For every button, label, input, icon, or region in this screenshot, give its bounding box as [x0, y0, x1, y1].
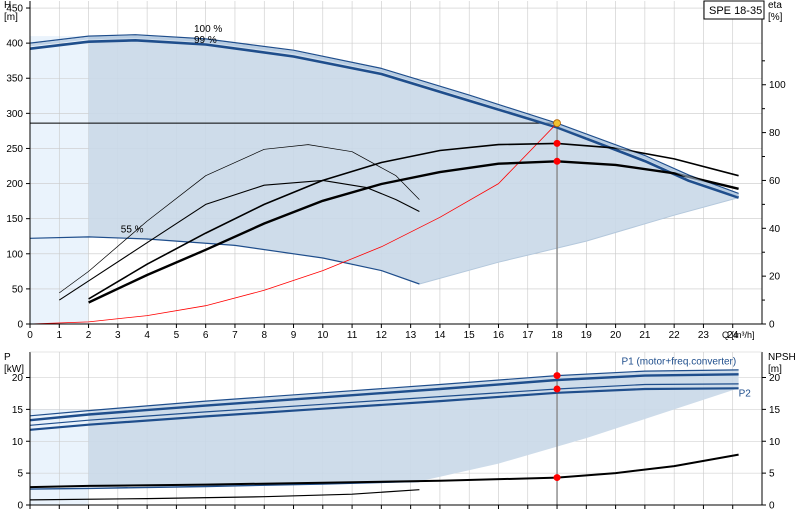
x-tick-label: 11 — [347, 330, 358, 341]
title-box: SPE 18-35 — [703, 0, 765, 20]
left-axis-title: H — [4, 0, 11, 11]
x-axis-title: Q [m³/h] — [722, 330, 755, 340]
eta-upper-marker — [553, 139, 561, 147]
left-tick-label: 200 — [6, 179, 23, 190]
x-tick-label: 5 — [174, 330, 180, 341]
curve-label: 99 % — [194, 35, 217, 46]
left-tick-label: 150 — [6, 214, 23, 225]
left-tick-label: 450 — [6, 4, 23, 15]
x-tick-label: 4 — [144, 330, 150, 341]
head-99-curve — [29, 39, 740, 199]
right-axis-unit: [%] — [768, 12, 783, 23]
x-tick-label: 23 — [698, 330, 710, 341]
x-tick-label: 2 — [86, 330, 92, 341]
left-tick-label: 5 — [17, 469, 23, 480]
x-tick-label: 6 — [203, 330, 209, 341]
x-tick-label: 15 — [464, 330, 476, 341]
region-edge — [419, 197, 739, 285]
left-tick-label: 50 — [12, 284, 24, 295]
x-tick-label: 10 — [317, 330, 329, 341]
head-curve-halo — [29, 35, 740, 197]
p1-100-curve — [29, 369, 739, 417]
right-tick-label: 15 — [769, 405, 781, 416]
x-tick-label: 0 — [27, 330, 33, 341]
left-tick-label: 350 — [6, 74, 23, 85]
left-axis-unit: [kW] — [4, 364, 24, 375]
x-tick-label: 7 — [232, 330, 238, 341]
system-curve — [29, 122, 558, 325]
x-tick-label: 19 — [581, 330, 593, 341]
x-tick-label: 24 — [727, 330, 739, 341]
left-tick-label: 250 — [6, 144, 23, 155]
right-axis-unit: [m] — [768, 364, 782, 375]
left-tick-label: 0 — [17, 501, 23, 512]
eta-55-curve — [58, 179, 420, 301]
x-tick-label: 12 — [376, 330, 388, 341]
right-tick-label: 0 — [769, 501, 775, 512]
eta-99-curve — [88, 160, 739, 304]
right-tick-label: 0 — [769, 320, 775, 331]
duty-point-marker — [553, 119, 561, 128]
left-tick-label: 400 — [6, 39, 23, 50]
curve-label: 55 % — [121, 225, 144, 236]
x-tick-label: 22 — [669, 330, 681, 341]
right-axis-title: eta — [768, 0, 782, 11]
p2-100-curve — [29, 383, 739, 426]
x-tick-label: 17 — [522, 330, 534, 341]
right-tick-label: 100 — [769, 80, 786, 91]
p1-marker — [553, 372, 561, 380]
left-tick-label: 0 — [17, 320, 23, 331]
curve-label: 100 % — [194, 24, 222, 35]
bottom-panel: P1 (motor+freq.converter)P20510152005101… — [4, 351, 796, 512]
right-tick-label: 20 — [769, 272, 781, 283]
x-tick-label: 9 — [291, 330, 297, 341]
x-tick-label: 3 — [115, 330, 121, 341]
left-axis-unit: [m] — [4, 12, 18, 23]
x-tick-label: 13 — [405, 330, 417, 341]
right-tick-label: 40 — [769, 224, 781, 235]
left-tick-label: 15 — [12, 405, 24, 416]
x-tick-label: 8 — [261, 330, 267, 341]
right-tick-label: 20 — [769, 373, 781, 384]
operating-region — [88, 369, 739, 488]
operating-region — [88, 34, 739, 285]
right-tick-label: 80 — [769, 128, 781, 139]
x-tick-label: 16 — [493, 330, 505, 341]
right-tick-label: 5 — [769, 469, 775, 480]
p2-marker — [553, 385, 561, 393]
x-tick-label: 14 — [434, 330, 446, 341]
left-axis-title: P — [4, 352, 11, 363]
p1-99-curve — [29, 373, 739, 422]
left-tick-label: 20 — [12, 373, 24, 384]
power-curve-label: P2 — [739, 388, 752, 399]
left-tick-label: 100 — [6, 249, 23, 260]
x-tick-label: 21 — [639, 330, 651, 341]
left-tick-label: 10 — [12, 437, 24, 448]
npsh-marker — [553, 474, 561, 482]
p2-99-curve — [29, 387, 739, 431]
title-box-text: SPE 18-35 — [709, 5, 762, 17]
top-panel: 100 %99 %55 %050100150200250300350400450… — [4, 0, 786, 341]
eta-100-part-curve — [59, 144, 420, 294]
eta-lower-marker — [553, 157, 561, 165]
x-tick-label: 18 — [551, 330, 563, 341]
power-curve-label: P1 (motor+freq.converter) — [621, 357, 736, 368]
left-tick-label: 300 — [6, 109, 23, 120]
npsh-55-curve — [29, 489, 420, 501]
right-tick-label: 60 — [769, 176, 781, 187]
right-axis-title: NPSH — [768, 352, 796, 363]
head-55-curve — [29, 236, 420, 285]
right-tick-label: 10 — [769, 437, 781, 448]
npsh-curve — [29, 453, 739, 489]
x-tick-label: 20 — [610, 330, 622, 341]
x-tick-label: 1 — [56, 330, 62, 341]
head-100-curve — [29, 34, 739, 194]
